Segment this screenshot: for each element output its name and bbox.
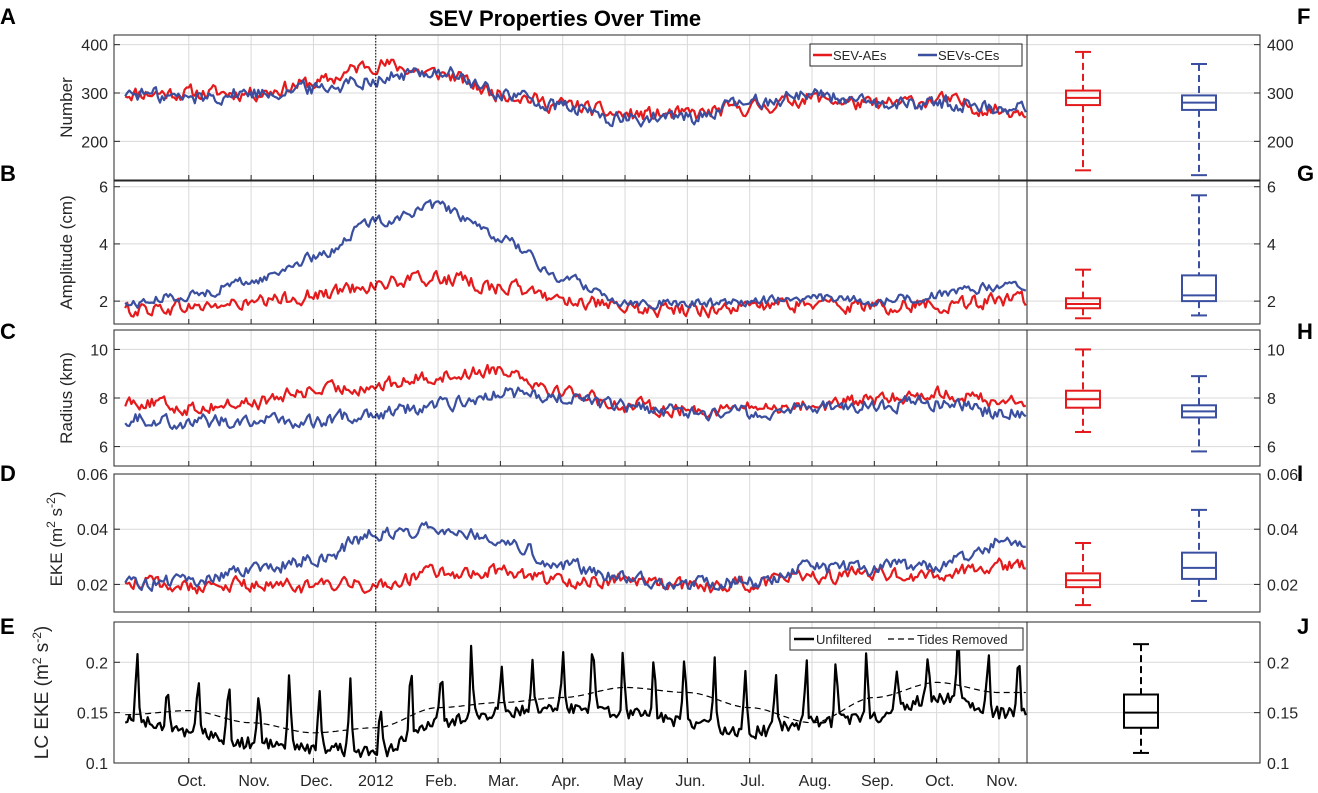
boxplot-axes-frame: [1026, 621, 1261, 764]
legend-entry: SEV-AEs: [833, 48, 887, 63]
y-tick-label: 0.04: [77, 522, 108, 539]
y-axis-label: Radius (km): [57, 352, 76, 444]
panel-letter: E: [0, 614, 15, 639]
x-tick-label: Apr.: [552, 773, 580, 790]
panel-letter: C: [0, 319, 16, 344]
series-line-unfiltered: [124, 627, 1027, 759]
y-tick-label-right: 300: [1267, 86, 1294, 103]
panel-letter: G: [1297, 161, 1314, 186]
y-axis-label-superscript: 2: [44, 521, 58, 528]
x-tick-label: Nov.: [238, 773, 270, 790]
series-line-sev-aes: [124, 363, 1026, 419]
y-axis-label: Amplitude (cm): [57, 195, 76, 309]
y-tick-label-right: 6: [1267, 180, 1276, 197]
panel-letter: A: [0, 4, 16, 29]
x-tick-label: Feb.: [425, 773, 457, 790]
series-line-sevs-ces: [124, 521, 1026, 592]
y-tick-label: 0.15: [77, 706, 108, 723]
series-line-sevs-ces: [124, 386, 1027, 430]
y-tick-label: 0.02: [77, 577, 108, 594]
panel-letter: F: [1297, 4, 1310, 29]
y-tick-label-right: 10: [1267, 342, 1285, 359]
panel-letter: J: [1297, 614, 1309, 639]
y-tick-label: 2: [99, 294, 108, 311]
x-tick-label: Sep.: [861, 773, 894, 790]
y-axis-label-part: LC EKE (m: [32, 664, 53, 759]
y-axis-label-part: EKE (m: [47, 528, 66, 587]
panel-letter: H: [1297, 319, 1313, 344]
x-tick-label: Oct.: [925, 773, 954, 790]
y-axis-label-part: s: [47, 508, 66, 521]
x-tick-label: Nov.: [986, 773, 1018, 790]
y-axis-label: EKE (m2 s-2): [44, 492, 66, 587]
boxplot-sevs-ces-box: [1181, 551, 1217, 580]
x-tick-label: May: [613, 773, 643, 790]
y-axis-label-superscript: -2: [30, 632, 44, 643]
y-tick-label-right: 200: [1267, 134, 1294, 151]
x-tick-label: Aug.: [799, 773, 832, 790]
y-tick-label: 0.2: [86, 655, 108, 672]
y-tick-label-right: 8: [1267, 391, 1276, 408]
y-tick-label-right: 4: [1267, 237, 1276, 254]
boxplot-sevs-ces-box: [1181, 274, 1217, 303]
y-tick-label-right: 0.15: [1267, 706, 1298, 723]
x-tick-label: Oct.: [177, 773, 206, 790]
y-axis-label-superscript: -2: [44, 497, 58, 508]
y-tick-label: 0.1: [86, 756, 108, 773]
y-tick-label: 4: [99, 237, 108, 254]
y-axis-label-superscript: 2: [30, 657, 44, 664]
legend-entry: SEVs-CEs: [938, 48, 1000, 63]
x-tick-label: Mar.: [488, 773, 519, 790]
legend-box: [809, 43, 1023, 67]
y-tick-label: 6: [99, 180, 108, 197]
y-axis-label-part: s: [32, 643, 53, 658]
y-tick-label-right: 0.04: [1267, 522, 1298, 539]
chart-title: SEV Properties Over Time: [429, 6, 701, 31]
y-axis-label: Number: [57, 77, 76, 138]
panel-letter: D: [0, 461, 16, 486]
y-tick-label: 400: [81, 38, 108, 55]
series-line-tides-removed: [125, 681, 1026, 734]
series-line-sev-aes: [124, 58, 1027, 121]
legend-entry: Tides Removed: [917, 632, 1008, 647]
y-axis-label-part: ): [32, 626, 53, 632]
series-line-sevs-ces: [124, 66, 1027, 128]
y-tick-label: 6: [99, 440, 108, 457]
panel-letter: I: [1297, 461, 1303, 486]
y-axis-label-part: ): [47, 492, 66, 498]
y-tick-label-right: 2: [1267, 294, 1276, 311]
y-tick-label-right: 6: [1267, 440, 1276, 457]
legend-box: [789, 627, 1024, 651]
x-tick-label: Jun.: [675, 773, 705, 790]
y-tick-label-right: 0.1: [1267, 756, 1289, 773]
x-tick-label: 2012: [358, 773, 394, 790]
y-tick-label-right: 400: [1267, 38, 1294, 55]
legend-entry: Unfiltered: [816, 632, 872, 647]
y-tick-label-right: 0.02: [1267, 577, 1298, 594]
y-tick-label: 300: [81, 86, 108, 103]
y-tick-label-right: 0.06: [1267, 467, 1298, 484]
boxplot-lc-eke-box: [1123, 693, 1159, 729]
y-tick-label-right: 0.2: [1267, 655, 1289, 672]
boxplot-axes-frame: [1026, 34, 1261, 181]
boxplot-axes-frame: [1026, 473, 1261, 613]
series-line-sevs-ces: [124, 199, 1027, 311]
y-tick-label: 8: [99, 391, 108, 408]
y-tick-label: 0.06: [77, 467, 108, 484]
x-tick-label: Jul.: [740, 773, 765, 790]
y-axis-label: LC EKE (m2 s-2): [30, 626, 53, 760]
y-tick-label: 200: [81, 134, 108, 151]
y-tick-label: 10: [90, 342, 108, 359]
boxplot-axes-frame: [1026, 180, 1261, 325]
panel-letter: B: [0, 161, 16, 186]
x-tick-label: Dec.: [300, 773, 333, 790]
